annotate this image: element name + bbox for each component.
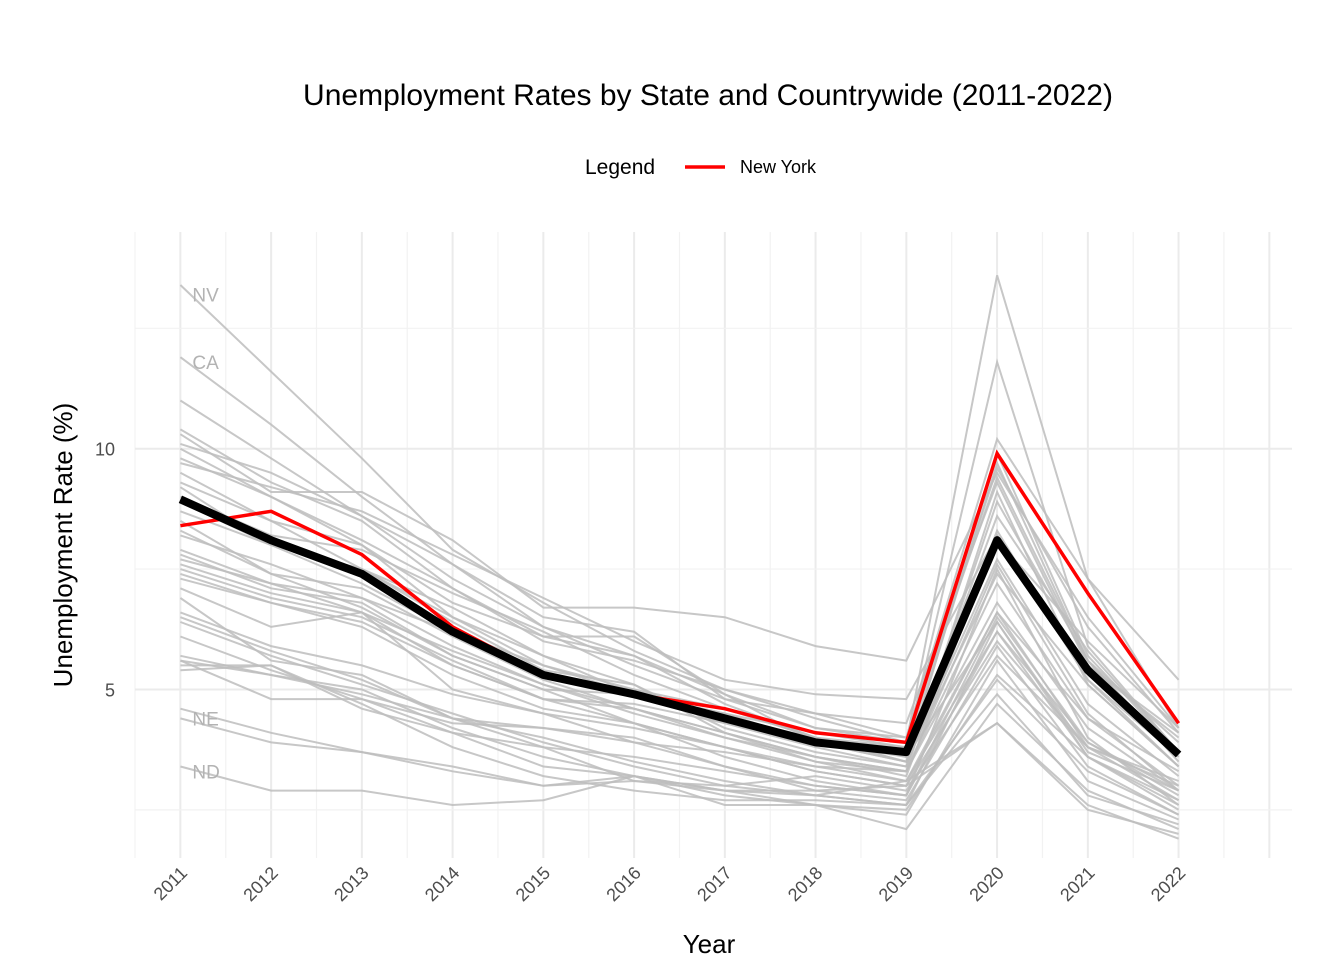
- state-series-line: [180, 615, 1180, 797]
- y-axis-ticks: 5 10: [95, 440, 115, 701]
- y-axis-title: Unemployment Rate (%): [48, 403, 78, 688]
- legend: Legend New York: [585, 156, 817, 179]
- x-tick-label: 2014: [421, 863, 463, 905]
- x-tick-label: 2011: [150, 863, 192, 905]
- x-tick-label: 2013: [330, 863, 372, 905]
- state-series-line: [180, 664, 1179, 826]
- countrywide-series-line: [178, 495, 1182, 758]
- state-series-line: [179, 275, 1180, 744]
- legend-label-new-york: New York: [740, 157, 817, 177]
- state-series-line: [180, 566, 1180, 806]
- x-tick-label: 2022: [1147, 863, 1189, 905]
- x-tick-label: 2018: [784, 863, 826, 905]
- x-tick-label: 2017: [693, 863, 735, 905]
- series-line-new-york: [180, 449, 1181, 745]
- state-series-line: [180, 548, 1180, 792]
- x-axis-title: Year: [683, 929, 736, 959]
- chart-title: Unemployment Rates by State and Countryw…: [303, 79, 1113, 112]
- y-tick-label: 5: [105, 680, 115, 700]
- state-label-ne: NE: [192, 709, 218, 730]
- x-tick-label: 2021: [1056, 863, 1098, 905]
- state-series-line: [180, 534, 1180, 792]
- state-series-line: [180, 717, 1179, 835]
- legend-title: Legend: [585, 156, 655, 179]
- state-label-ca: CA: [192, 353, 219, 374]
- state-series-line: [180, 563, 1180, 797]
- x-tick-label: 2012: [239, 863, 281, 905]
- x-tick-label: 2015: [512, 863, 554, 905]
- state-series-line: [180, 610, 1179, 787]
- state-series-line: [180, 457, 1180, 744]
- state-series-line: [180, 659, 1180, 816]
- state-label-nv: NV: [192, 286, 219, 307]
- highlight-lines: [178, 449, 1182, 758]
- state-series-line: [180, 620, 1180, 811]
- state-series-line: [180, 635, 1180, 816]
- state-series-line: [180, 450, 1180, 763]
- x-tick-label: 2020: [965, 863, 1007, 905]
- state-series-line: [179, 581, 1180, 773]
- state-label-nd: ND: [192, 762, 219, 783]
- y-tick-label: 10: [95, 440, 115, 460]
- x-tick-label: 2016: [602, 863, 644, 905]
- x-tick-label: 2019: [875, 863, 917, 905]
- state-series-line: [179, 356, 1180, 739]
- state-series-line: [180, 702, 1179, 831]
- state-series-line: [180, 587, 1180, 806]
- x-axis-ticks: 2011 2012 2013 2014 2015 2016 2017 2018 2019 2020…: [150, 863, 1190, 905]
- state-labels: NV CA NE ND: [192, 286, 219, 784]
